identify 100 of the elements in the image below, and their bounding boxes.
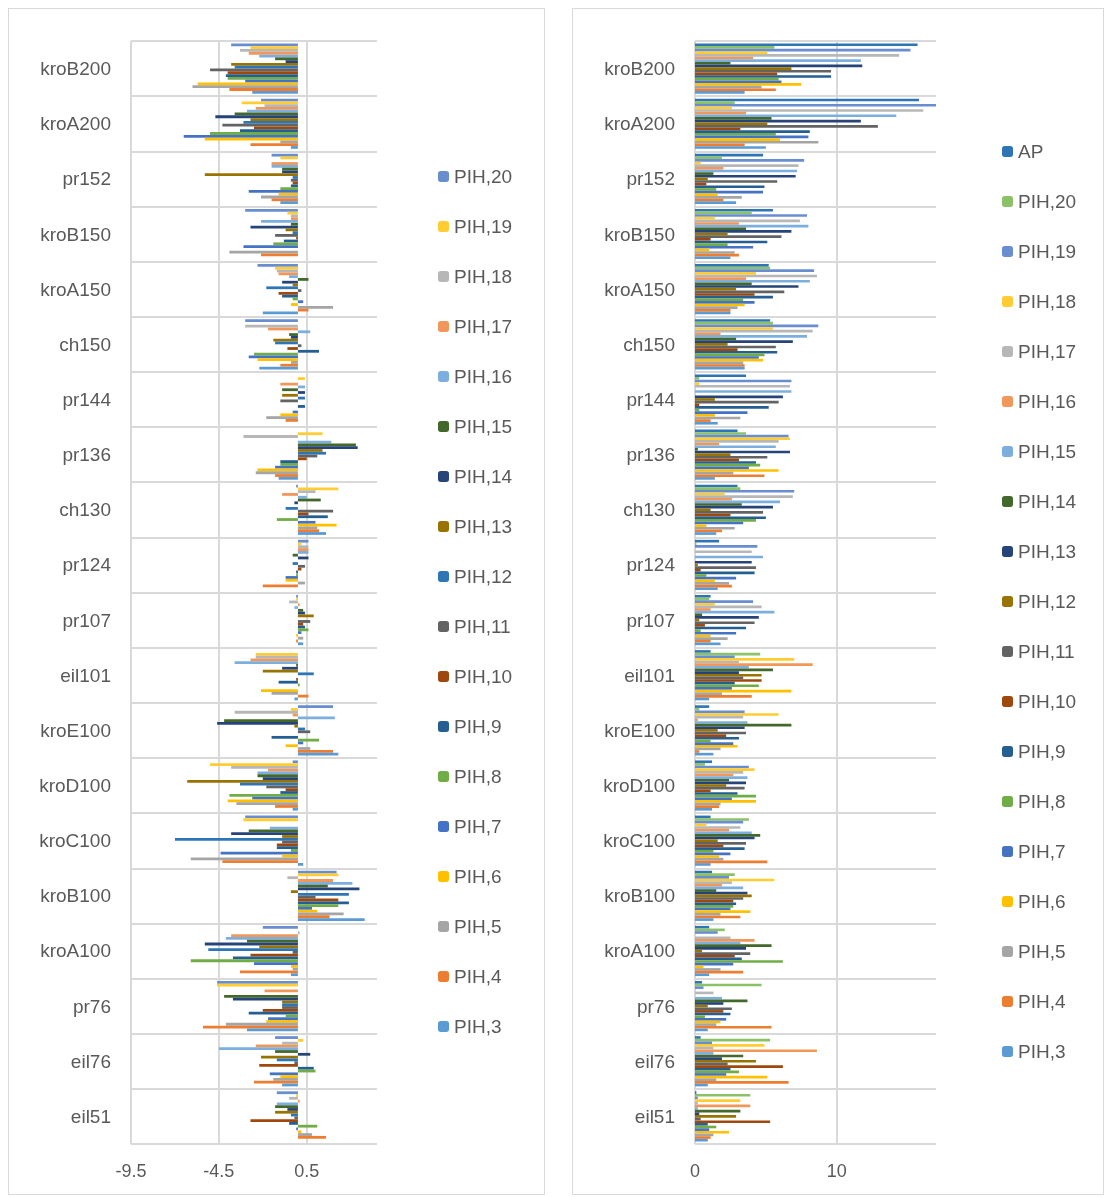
bar: [297, 490, 316, 494]
bar: [695, 174, 796, 178]
bar: [250, 953, 298, 957]
bar: [695, 671, 739, 674]
y-tick-label: eil76: [634, 1050, 675, 1072]
legend-label: PIH,8: [1018, 791, 1066, 812]
bar: [229, 88, 298, 91]
bar: [695, 629, 701, 632]
bar: [695, 1101, 698, 1105]
y-tick-label: kroA100: [604, 940, 675, 962]
y-tick-label: kroB100: [604, 885, 675, 907]
bar: [695, 1018, 727, 1021]
bar: [695, 1010, 724, 1013]
bar: [695, 718, 698, 722]
bar: [282, 388, 298, 392]
bar: [695, 164, 799, 167]
y-tick-label: pr144: [62, 388, 112, 410]
bar: [695, 101, 735, 104]
bar: [695, 954, 735, 958]
bar: [297, 487, 339, 491]
bar: [695, 1041, 713, 1045]
bar: [297, 628, 309, 632]
bar: [695, 159, 805, 162]
bar: [695, 849, 714, 853]
legend-label: PIH,14: [454, 466, 513, 487]
legend-label: PIH,12: [1018, 591, 1077, 612]
bar: [695, 61, 731, 65]
legend-label: PIH,8: [454, 766, 502, 787]
bar: [695, 763, 705, 766]
bar: [289, 275, 298, 279]
legend-label: PIH,17: [1018, 341, 1077, 362]
legend-label: PIH,20: [1018, 191, 1077, 212]
bar: [245, 319, 298, 323]
x-tick-label: 0.5: [294, 1161, 320, 1181]
bar: [297, 1124, 318, 1128]
bar: [695, 1059, 756, 1063]
bar: [695, 445, 776, 449]
bar: [695, 272, 756, 275]
bar: [297, 1133, 312, 1136]
bar: [262, 925, 298, 929]
bar: [234, 661, 298, 665]
bar: [695, 256, 731, 260]
bar: [695, 46, 775, 49]
bar: [695, 826, 741, 829]
bar: [695, 201, 737, 204]
bar: [695, 298, 744, 302]
legend-label: PIH,20: [454, 166, 513, 187]
legend-label: AP: [1018, 141, 1044, 162]
bar: [695, 792, 738, 795]
bar: [695, 469, 779, 472]
bar: [695, 1049, 817, 1053]
bar: [269, 1072, 298, 1076]
bar: [695, 214, 807, 217]
bar: [297, 1038, 304, 1042]
bar: [224, 994, 298, 998]
bar: [695, 876, 730, 879]
bar: [695, 705, 710, 708]
bar: [297, 1052, 311, 1056]
bar: [275, 57, 298, 61]
x-tick-label: 10: [826, 1161, 847, 1181]
legend-label: PIH,9: [1018, 741, 1066, 762]
bar: [695, 340, 793, 343]
bar: [695, 377, 700, 380]
bar: [695, 222, 739, 225]
bar: [695, 463, 761, 467]
bar: [695, 560, 752, 564]
bar: [695, 579, 715, 583]
bar: [695, 132, 776, 136]
bar: [292, 553, 298, 557]
y-tick-label: eil51: [634, 1105, 675, 1127]
bar: [695, 374, 747, 378]
bar: [695, 1115, 737, 1118]
bar: [695, 327, 773, 330]
bar: [239, 782, 298, 786]
bar: [695, 545, 758, 548]
y-tick-label: kroC100: [603, 830, 675, 852]
bar: [695, 432, 747, 435]
bar: [695, 873, 735, 877]
bar: [695, 673, 762, 677]
bar: [290, 973, 298, 977]
y-tick-label: ch130: [623, 499, 675, 521]
bar: [695, 925, 710, 929]
bar: [278, 291, 298, 295]
bar: [275, 805, 298, 808]
bar: [695, 1081, 789, 1084]
bar: [285, 418, 298, 422]
bar: [255, 107, 298, 110]
bar: [275, 1050, 298, 1053]
bar: [695, 855, 720, 858]
bar: [297, 539, 309, 543]
bar: [282, 666, 298, 670]
bar: [695, 508, 711, 512]
bar: [695, 411, 748, 414]
bar: [294, 501, 298, 505]
bar: [695, 1002, 724, 1005]
bar: [695, 301, 755, 304]
bar: [695, 981, 703, 984]
bar: [248, 355, 298, 359]
x-tick-label: -9.5: [115, 1161, 147, 1181]
bar: [695, 952, 751, 955]
